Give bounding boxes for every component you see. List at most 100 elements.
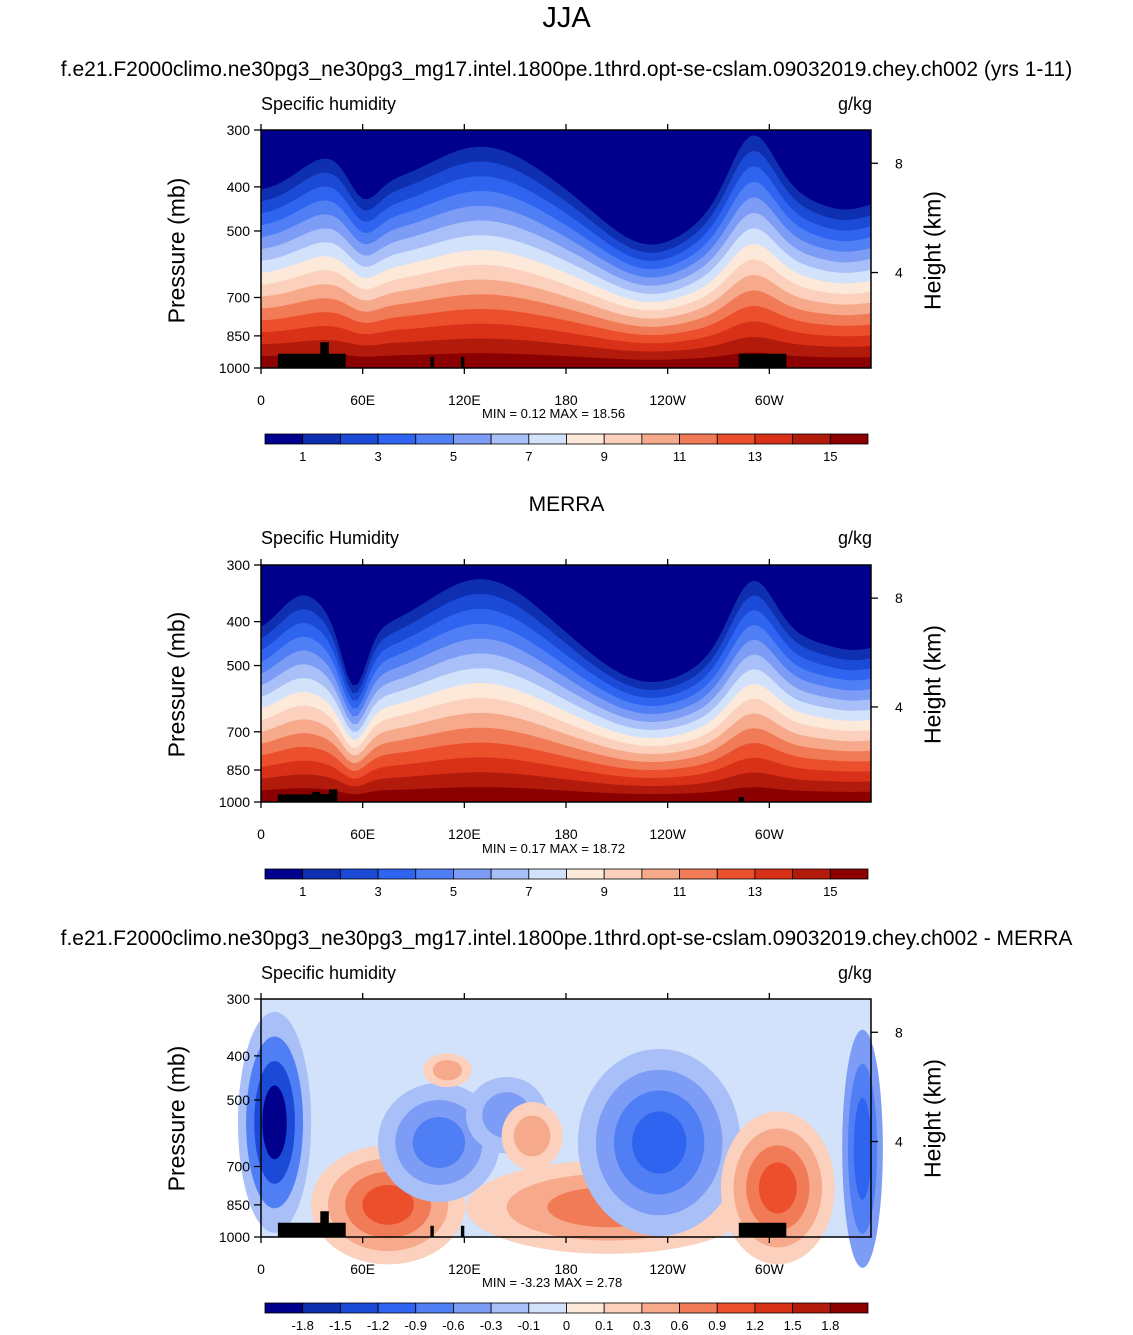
panel3-colorbar-box-1: [302, 1302, 341, 1314]
panel2-colorbar-box-1: [302, 868, 341, 880]
panel3-colorbar-box-10: [641, 1302, 680, 1314]
panel1-ytick-label-0: 300: [227, 122, 251, 138]
panel1-title: f.e21.F2000climo.ne30pg3_ne30pg3_mg17.in…: [60, 58, 1073, 81]
panel3-xtick-label-3: 180: [554, 1261, 578, 1277]
panel2-xtick-label-4: 120W: [649, 826, 686, 842]
panel3-colorbar-label-10: 0.6: [671, 1318, 689, 1333]
panel2-xtick-label-1: 60E: [350, 826, 375, 842]
panel3-colorbar-label-3: -0.9: [405, 1318, 427, 1333]
panel3-xtick-label-1: 60E: [350, 1261, 375, 1277]
panel3-colorbar-label-2: -1.2: [367, 1318, 389, 1333]
panel3-anomaly-5-1: [513, 1115, 551, 1157]
panel3-colorbar-label-5: -0.3: [480, 1318, 502, 1333]
panel1-ytick-label-5: 1000: [219, 360, 250, 376]
panel2-colorbar-box-11: [679, 868, 718, 880]
panel3-y2label: Height (km): [919, 1059, 946, 1178]
panel3-colorbar-box-3: [377, 1302, 417, 1314]
panel2-ytick-label-5: 1000: [219, 794, 250, 810]
panel2-ytick-label-2: 500: [227, 658, 251, 674]
panel3-minmax: MIN = -3.23 MAX = 2.78: [482, 1275, 623, 1290]
panel2-title: MERRA: [528, 493, 605, 516]
panel1-ytick-label-1: 400: [227, 179, 251, 195]
panel3-title: f.e21.F2000climo.ne30pg3_ne30pg3_mg17.in…: [60, 927, 1073, 950]
panel1-y2tick-label-0: 8: [895, 155, 903, 171]
panel3-colorbar-label-11: 0.9: [708, 1318, 726, 1333]
panel1-variable-label: Specific humidity: [261, 94, 397, 114]
panel3-xtick-label-4: 120W: [649, 1261, 686, 1277]
panel1-xtick-label-5: 60W: [755, 392, 785, 408]
panel3-topography-0: [277, 1211, 346, 1237]
panel2-colorbar-box-15: [829, 868, 869, 880]
panel2-xtick-label-2: 120E: [448, 826, 481, 842]
panel3-topography-3: [738, 1222, 787, 1237]
panel1-ytick-label-2: 500: [227, 223, 251, 239]
panel3-colorbar-box-13: [754, 1302, 794, 1314]
panel2-colorbar-label-7: 15: [823, 884, 837, 899]
panel1-colorbar-box-6: [490, 433, 530, 445]
panel1-colorbar-box-14: [792, 433, 831, 445]
panel3-xtick-label-5: 60W: [755, 1261, 785, 1277]
panel1-colorbar-box-12: [716, 433, 756, 445]
panel2-ylabel: Pressure (mb): [163, 611, 190, 758]
panel3-ytick-label-4: 850: [227, 1197, 251, 1213]
panel3-colorbar-box-12: [716, 1302, 756, 1314]
panel1-colorbar-box-4: [415, 433, 454, 445]
panel2-contour-band-15: [261, 787, 871, 802]
panel1-colorbar-box-7: [528, 433, 567, 445]
panel1-topography-2: [460, 356, 465, 368]
panel3-units-label: g/kg: [837, 963, 872, 983]
panel3-colorbar-box-4: [415, 1302, 454, 1314]
panel3-colorbar-box-7: [528, 1302, 567, 1314]
panel3-colorbar-box-9: [603, 1302, 643, 1314]
panel3-xtick-label-0: 0: [257, 1261, 265, 1277]
panel3-colorbar-label-6: -0.1: [518, 1318, 540, 1333]
panel1-ytick-label-3: 700: [227, 289, 251, 305]
panel1-topography-3: [738, 353, 787, 368]
panel1-y2tick-label-1: 4: [895, 265, 903, 281]
panel2-ytick-label-0: 300: [227, 557, 251, 573]
panel3-ytick-label-3: 700: [227, 1158, 251, 1174]
panel3-ytick-label-2: 500: [227, 1092, 251, 1108]
panel1-units-label: g/kg: [837, 94, 872, 114]
panel2-colorbar-box-9: [603, 868, 643, 880]
panel3-colorbar-box-5: [453, 1302, 492, 1314]
panel1-colorbar-label-3: 7: [525, 449, 532, 464]
panel1-colorbar-box-8: [566, 433, 605, 445]
panel2-colorbar-box-8: [566, 868, 605, 880]
panel1-colorbar-label-4: 9: [601, 449, 608, 464]
panel2-xtick-label-3: 180: [554, 826, 578, 842]
panel2-colorbar-box-6: [490, 868, 530, 880]
panel3-colorbar-label-1: -1.5: [329, 1318, 351, 1333]
panel1-colorbar-box-0: [264, 433, 304, 445]
panel2-colorbar-label-5: 11: [673, 884, 687, 899]
panel3-colorbar-box-11: [679, 1302, 718, 1314]
panel1-topography-1: [430, 356, 434, 368]
panel1-xtick-label-0: 0: [257, 392, 265, 408]
panel1-xtick-label-3: 180: [554, 392, 578, 408]
panel2-ytick-label-1: 400: [227, 614, 251, 630]
panel3-ytick-label-0: 300: [227, 991, 251, 1007]
panel1-colorbar-box-13: [754, 433, 794, 445]
panel3-colorbar-label-4: -0.6: [442, 1318, 464, 1333]
panel2-colorbar-box-10: [641, 868, 680, 880]
panel1-colorbar-label-1: 3: [374, 449, 381, 464]
panel1-contour-band-15: [261, 352, 871, 368]
panel3-ylabel: Pressure (mb): [163, 1045, 190, 1192]
panel3-anomaly-4-1: [432, 1059, 463, 1081]
panel3-anomaly-1-3: [362, 1185, 414, 1225]
panel3-topography-1: [430, 1225, 434, 1237]
panel3-colorbar-box-6: [490, 1302, 530, 1314]
panel2-colorbar-box-14: [792, 868, 831, 880]
panel3-colorbar-label-12: 1.2: [746, 1318, 764, 1333]
panel3-colorbar-label-7: 0: [563, 1318, 570, 1333]
panel3-colorbar-box-2: [339, 1302, 379, 1314]
panel3-y2tick-label-0: 8: [895, 1024, 903, 1040]
panel1-xtick-label-1: 60E: [350, 392, 375, 408]
panel2-colorbar-box-7: [528, 868, 567, 880]
panel3-anomaly-9-2: [853, 1097, 872, 1200]
panel2-colorbar-box-13: [754, 868, 794, 880]
panel1-colorbar-label-7: 15: [823, 449, 837, 464]
panel2-xtick-label-5: 60W: [755, 826, 785, 842]
panel2-y2label: Height (km): [919, 625, 946, 744]
